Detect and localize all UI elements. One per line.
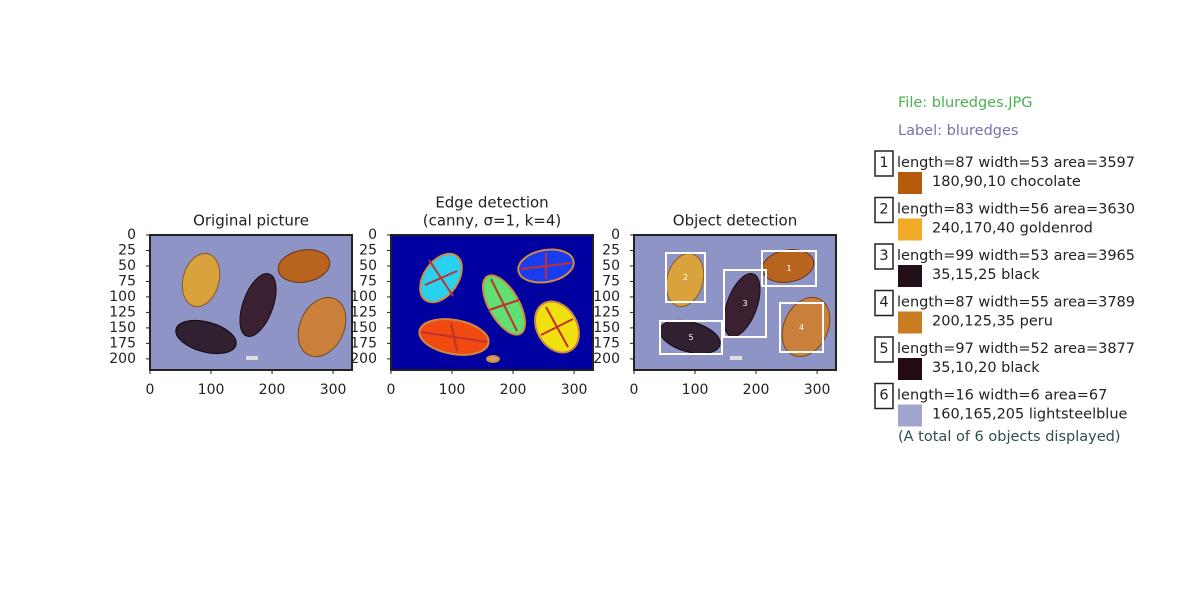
y-tick-label: 150 xyxy=(350,320,377,336)
y-tick-label: 0 xyxy=(368,227,377,243)
y-tick-label: 175 xyxy=(109,335,136,351)
id-box xyxy=(874,382,894,410)
detection-label: 3 xyxy=(742,299,747,308)
y-tick-label: 100 xyxy=(109,289,136,305)
color-swatch xyxy=(898,358,922,380)
panel-subtitle: (canny, σ=1, k=4) xyxy=(423,212,562,230)
panel-objects: 1 2 3 4 5 xyxy=(633,234,840,371)
object-color: 200,125,35 peru xyxy=(932,314,1053,330)
x-tick-label: 300 xyxy=(804,382,831,398)
id-box xyxy=(874,196,894,224)
detection-box xyxy=(761,250,817,287)
y-tick-label: 50 xyxy=(118,258,136,274)
y-tick-label: 125 xyxy=(350,304,377,320)
detection-box xyxy=(665,252,706,303)
x-tick-label: 200 xyxy=(743,382,770,398)
detection-box xyxy=(723,269,767,338)
y-tick-label: 200 xyxy=(593,351,620,367)
y-tick-label: 200 xyxy=(350,351,377,367)
axes-cross xyxy=(420,253,574,352)
object-id: 2 xyxy=(879,202,888,218)
file-label: File: bluredges.JPG xyxy=(898,95,1033,111)
y-tick-label: 150 xyxy=(593,320,620,336)
object-measures: length=16 width=6 area=67 xyxy=(897,388,1107,404)
x-tick-label: 300 xyxy=(320,382,347,398)
x-tick-label: 300 xyxy=(561,382,588,398)
x-tick-label: 0 xyxy=(387,382,396,398)
x-tick-label: 100 xyxy=(682,382,709,398)
x-tick-label: 200 xyxy=(500,382,527,398)
object-id: 6 xyxy=(879,388,888,404)
detection-box xyxy=(779,302,824,353)
y-tick-label: 50 xyxy=(359,258,377,274)
y-tick-label: 25 xyxy=(118,242,136,258)
image-original xyxy=(149,234,356,371)
object-measures: length=87 width=55 area=3789 xyxy=(897,295,1135,311)
y-tick-label: 100 xyxy=(350,289,377,305)
x-tick-label: 100 xyxy=(439,382,466,398)
y-tick-label: 125 xyxy=(109,304,136,320)
x-tick-label: 0 xyxy=(630,382,639,398)
y-tick-label: 0 xyxy=(611,227,620,243)
y-tick-label: 150 xyxy=(109,320,136,336)
detection-box xyxy=(659,320,723,355)
object-id: 5 xyxy=(879,341,888,357)
panel-original xyxy=(149,234,356,371)
frame xyxy=(149,234,353,371)
object-color: 180,90,10 chocolate xyxy=(932,174,1081,190)
y-tick-label: 75 xyxy=(359,273,377,289)
object-measures: length=87 width=53 area=3597 xyxy=(897,155,1135,171)
object-color: 240,170,40 goldenrod xyxy=(932,221,1093,237)
panel-title: Object detection xyxy=(673,212,797,230)
y-tick-label: 50 xyxy=(602,258,620,274)
color-swatch xyxy=(898,265,922,287)
object-measures: length=99 width=53 area=3965 xyxy=(897,248,1135,264)
object-color: 35,15,25 black xyxy=(932,267,1040,283)
y-tick-label: 175 xyxy=(350,335,377,351)
panel-title: Original picture xyxy=(193,212,309,230)
color-swatch xyxy=(898,404,922,427)
object-id: 3 xyxy=(879,248,888,264)
detection-label: 2 xyxy=(683,273,688,282)
id-box xyxy=(874,289,894,317)
object-color: 160,165,205 lightsteelblue xyxy=(932,407,1128,423)
y-tick-label: 75 xyxy=(602,273,620,289)
detection-label: 4 xyxy=(799,323,804,332)
x-tick-label: 0 xyxy=(146,382,155,398)
color-swatch xyxy=(898,218,922,241)
id-box xyxy=(874,243,894,270)
y-tick-label: 0 xyxy=(127,227,136,243)
y-tick-label: 25 xyxy=(602,242,620,258)
y-tick-label: 125 xyxy=(593,304,620,320)
detection-label: 5 xyxy=(688,333,693,342)
object-id: 4 xyxy=(879,295,888,311)
x-tick-label: 200 xyxy=(259,382,286,398)
id-box xyxy=(874,336,894,363)
y-tick-label: 75 xyxy=(118,273,136,289)
total-note: (A total of 6 objects displayed) xyxy=(898,429,1120,445)
color-swatch xyxy=(898,311,922,334)
y-tick-label: 25 xyxy=(359,242,377,258)
object-id: 1 xyxy=(879,155,888,171)
label-name: Label: bluredges xyxy=(898,123,1018,139)
id-box xyxy=(874,150,894,177)
y-tick-label: 200 xyxy=(109,351,136,367)
object-measures: length=83 width=56 area=3630 xyxy=(897,202,1135,218)
object-color: 35,10,20 black xyxy=(932,360,1040,376)
color-swatch xyxy=(898,172,922,194)
detection-label: 1 xyxy=(786,264,791,273)
y-tick-label: 100 xyxy=(593,289,620,305)
panel-title: Edge detection xyxy=(435,194,548,212)
panel-edges xyxy=(390,234,594,371)
y-tick-label: 175 xyxy=(593,335,620,351)
object-measures: length=97 width=52 area=3877 xyxy=(897,341,1135,357)
x-tick-label: 100 xyxy=(198,382,225,398)
